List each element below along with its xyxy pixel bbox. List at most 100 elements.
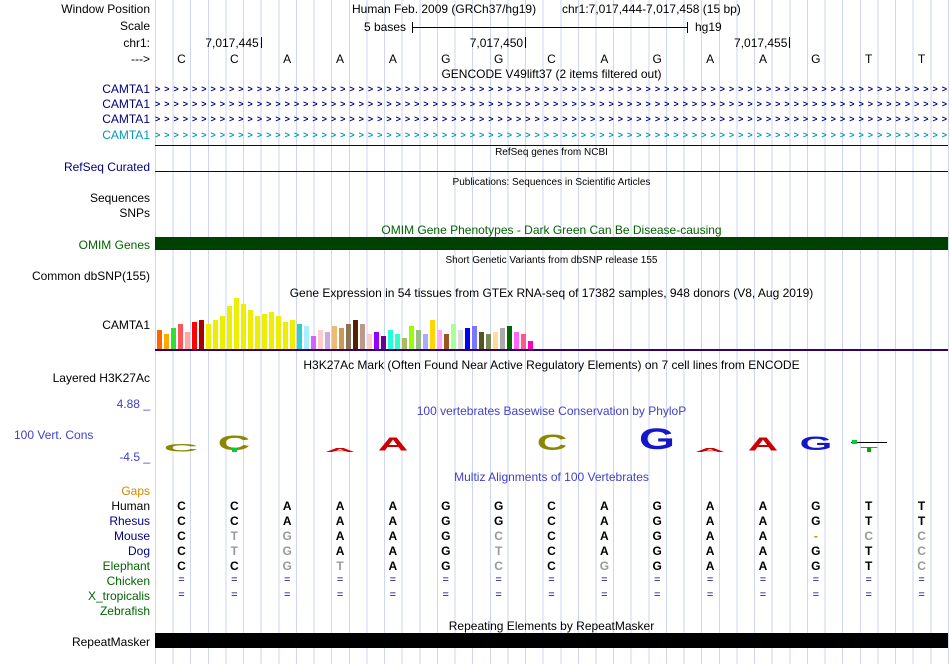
gtex-expression-bar[interactable]	[500, 328, 505, 350]
alignment-base: =	[706, 574, 714, 586]
species-label: Zebrafish	[99, 604, 150, 618]
gtex-expression-bar[interactable]	[493, 332, 498, 350]
gencode-transcript-label: CAMTA1	[102, 82, 150, 96]
gtex-expression-bar[interactable]	[388, 330, 393, 350]
alignment-base: C	[177, 559, 186, 573]
alignment-base: =	[601, 574, 608, 586]
gtex-expression-bar[interactable]	[192, 322, 197, 350]
gtex-expression-bar[interactable]	[185, 332, 190, 350]
alignment-base: T	[494, 544, 503, 558]
gtex-expression-bar[interactable]	[234, 298, 239, 350]
gtex-expression-bar[interactable]	[311, 336, 316, 350]
snps-label: SNPs	[119, 206, 150, 220]
gtex-expression-bar[interactable]	[241, 304, 246, 350]
gtex-expression-bar[interactable]	[374, 332, 379, 350]
gtex-expression-bar[interactable]	[472, 326, 477, 350]
alignment-row[interactable]: = = = = = = = = = = = = = = =	[0, 574, 950, 589]
gtex-expression-bar[interactable]	[318, 330, 323, 350]
gtex-expression-bar[interactable]	[325, 332, 330, 350]
ruler-base: T	[917, 52, 926, 66]
gtex-expression-bar[interactable]	[157, 330, 162, 350]
alignment-base: C	[177, 499, 186, 513]
gtex-expression-bar[interactable]	[283, 322, 288, 350]
gtex-expression-bar[interactable]	[248, 310, 253, 350]
alignment-base: A	[335, 514, 345, 528]
gtex-expression-chart[interactable]	[157, 298, 533, 350]
alignment-base: G	[811, 544, 821, 558]
gtex-expression-bar[interactable]	[479, 332, 484, 350]
gtex-expression-bar[interactable]	[437, 330, 442, 350]
gtex-expression-bar[interactable]	[255, 316, 260, 350]
coordinate-tick	[525, 37, 527, 48]
gtex-expression-bar[interactable]	[423, 334, 428, 350]
dbsnp-track-title: Short Genetic Variants from dbSNP releas…	[445, 255, 658, 266]
gtex-expression-bar[interactable]	[486, 334, 491, 350]
gtex-expression-bar[interactable]	[367, 334, 372, 350]
gtex-expression-bar[interactable]	[178, 324, 183, 350]
gtex-expression-bar[interactable]	[381, 336, 386, 350]
scale-bar-right-tick	[687, 22, 688, 33]
gtex-expression-bar[interactable]	[332, 326, 337, 350]
repeatmasker-track-title: Repeating Elements by RepeatMasker	[448, 619, 655, 633]
gtex-expression-bar[interactable]	[521, 334, 526, 350]
gtex-expression-bar[interactable]	[465, 328, 470, 350]
alignment-row[interactable]	[0, 604, 950, 619]
gtex-expression-bar[interactable]	[304, 326, 309, 350]
alignment-base: A	[705, 499, 715, 513]
alignment-base: T	[865, 499, 873, 513]
gtex-expression-bar[interactable]	[290, 320, 295, 350]
alignment-base: =	[865, 574, 872, 586]
gtex-expression-bar[interactable]	[171, 328, 176, 350]
gencode-transcript[interactable]: >>>>>>>>>>>>>>>>>>>>>>>>>>>>>>>>>>>>>>>>…	[155, 130, 948, 140]
gtex-expression-bar[interactable]	[297, 324, 302, 350]
refseq-track-title: RefSeq genes from NCBI	[495, 147, 608, 158]
gtex-expression-bar[interactable]	[458, 330, 463, 350]
gencode-transcript[interactable]: >>>>>>>>>>>>>>>>>>>>>>>>>>>>>>>>>>>>>>>>…	[155, 84, 948, 94]
gtex-expression-bar[interactable]	[262, 314, 267, 350]
alignment-base: T	[230, 529, 238, 543]
gtex-expression-bar[interactable]	[507, 326, 512, 350]
alignment-base: G	[652, 544, 662, 558]
alignment-base: C	[177, 529, 186, 543]
alignment-base: A	[758, 544, 768, 558]
alignment-base: G	[441, 559, 451, 573]
repeatmasker-bar[interactable]	[155, 633, 948, 648]
alignment-base: =	[865, 589, 872, 601]
gtex-expression-bar[interactable]	[451, 324, 456, 350]
alignment-base: =	[178, 589, 185, 601]
gtex-expression-bar[interactable]	[395, 334, 400, 350]
gencode-transcript[interactable]: >>>>>>>>>>>>>>>>>>>>>>>>>>>>>>>>>>>>>>>>…	[155, 99, 948, 109]
gtex-expression-bar[interactable]	[213, 320, 218, 350]
gtex-expression-bar[interactable]	[409, 326, 414, 350]
omim-gene-bar[interactable]	[155, 237, 948, 250]
gtex-expression-bar[interactable]	[416, 330, 421, 350]
gtex-expression-bar[interactable]	[360, 324, 365, 350]
gtex-expression-bar[interactable]	[199, 320, 204, 350]
alignment-base: A	[388, 499, 398, 513]
gencode-transcript[interactable]: >>>>>>>>>>>>>>>>>>>>>>>>>>>>>>>>>>>>>>>>…	[155, 114, 948, 124]
publications-track-title: Publications: Sequences in Scientific Ar…	[452, 177, 651, 188]
gtex-expression-bar[interactable]	[227, 306, 232, 350]
alignment-row[interactable]: = = = = = = = = = = = = = = =	[0, 589, 950, 604]
gtex-expression-bar[interactable]	[444, 334, 449, 350]
gtex-expression-bar[interactable]	[430, 320, 435, 350]
alignment-base: G	[652, 529, 662, 543]
gtex-expression-bar[interactable]	[206, 324, 211, 350]
gtex-expression-bar[interactable]	[269, 312, 274, 350]
gencode-transcript-label: CAMTA1	[102, 97, 150, 111]
gtex-expression-bar[interactable]	[164, 334, 169, 350]
gtex-expression-bar[interactable]	[514, 332, 519, 350]
gtex-expression-bar[interactable]	[528, 341, 533, 350]
gtex-expression-bar[interactable]	[402, 338, 407, 350]
ruler-base: C	[547, 52, 556, 66]
gtex-expression-bar[interactable]	[353, 320, 358, 350]
gtex-expression-bar[interactable]	[220, 316, 225, 350]
gtex-expression-bar[interactable]	[346, 324, 351, 350]
gtex-expression-bar[interactable]	[276, 316, 281, 350]
gtex-expression-bar[interactable]	[339, 328, 344, 350]
